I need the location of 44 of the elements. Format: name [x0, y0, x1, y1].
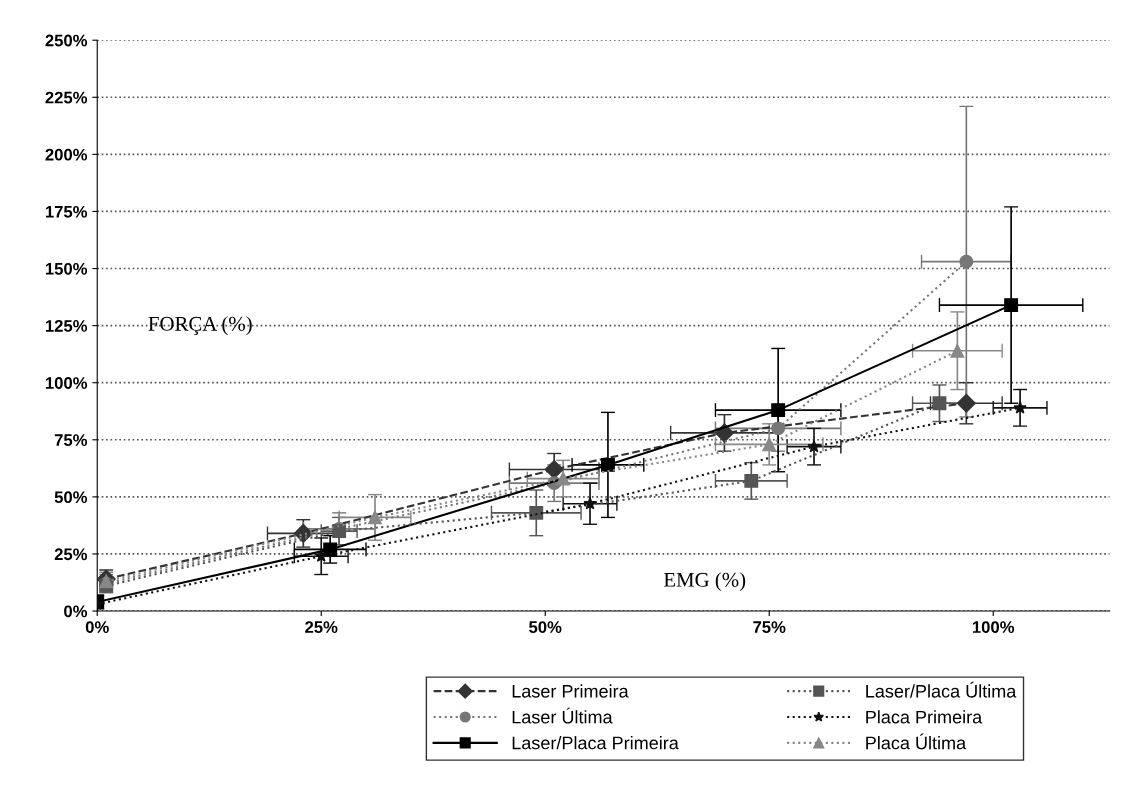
- y-tick-label: 50%: [54, 491, 88, 504]
- x-tick-label: 100%: [972, 621, 1015, 633]
- y-tick-label: 125%: [45, 320, 88, 332]
- point: [368, 510, 382, 525]
- point: [807, 439, 821, 453]
- y-tick-label: 100%: [45, 377, 88, 389]
- x-tick-label: 50%: [529, 621, 562, 633]
- legend-label: Placa Última: [866, 733, 967, 750]
- point: [314, 549, 328, 562]
- y-axis-title: FORÇA (%): [148, 316, 252, 336]
- legend-label: Placa Primeira: [866, 710, 983, 724]
- point: [932, 396, 947, 411]
- point: [600, 457, 615, 472]
- x-tick-label: 25%: [305, 621, 338, 633]
- point: [956, 393, 976, 413]
- point: [714, 423, 734, 443]
- y-tick-label: 225%: [45, 91, 88, 104]
- x-tick-label: 0%: [85, 621, 109, 633]
- y-tick-label: 250%: [45, 34, 88, 47]
- point: [1004, 298, 1019, 313]
- legend-label: Laser Primeira: [512, 684, 629, 698]
- legend-label: Laser/Placa Última: [866, 681, 1017, 698]
- point: [744, 473, 759, 488]
- point: [583, 496, 597, 510]
- point: [323, 542, 338, 557]
- y-tick-label: 150%: [45, 262, 88, 275]
- point: [959, 254, 974, 269]
- y-tick-label: 25%: [54, 548, 88, 561]
- y-tick-label: 200%: [45, 148, 88, 161]
- point: [556, 471, 571, 486]
- point: [1013, 400, 1027, 414]
- point: [762, 437, 777, 452]
- point: [950, 343, 965, 358]
- y-tick-label: 0%: [64, 605, 88, 618]
- y-tick-label: 75%: [54, 434, 88, 446]
- point: [771, 403, 786, 418]
- legend-label: Laser/Placa Primeira: [512, 736, 679, 750]
- x-tick-label: 75%: [753, 621, 786, 633]
- y-tick-label: 175%: [45, 205, 88, 218]
- point: [529, 505, 544, 520]
- point: [544, 459, 564, 480]
- point: [771, 421, 786, 436]
- x-axis-title: EMG (%): [663, 572, 746, 592]
- legend-label: Laser Última: [512, 707, 613, 724]
